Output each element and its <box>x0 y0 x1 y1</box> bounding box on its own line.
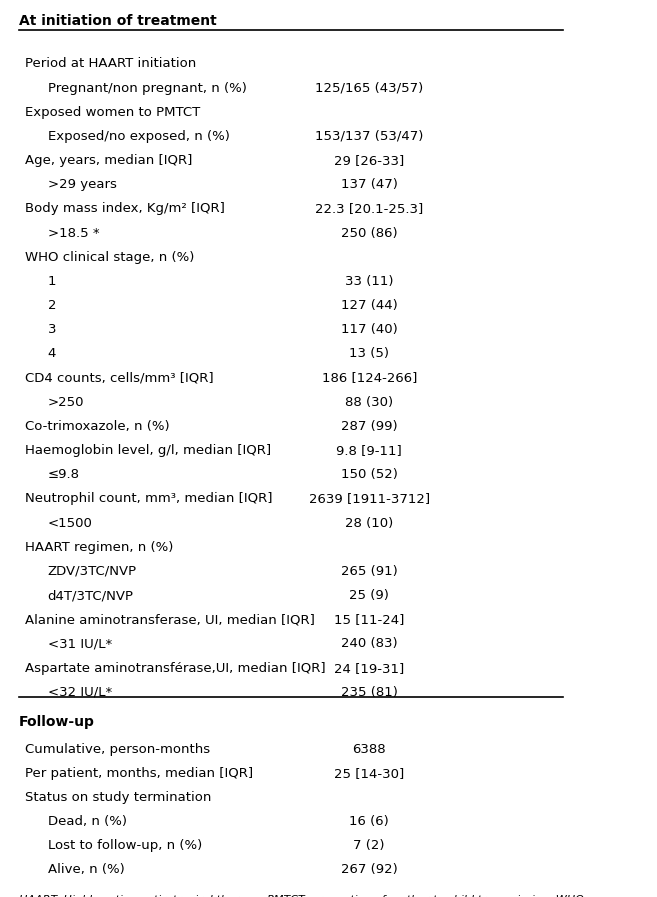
Text: 7 (2): 7 (2) <box>353 840 385 852</box>
Text: Co-trimoxazole, n (%): Co-trimoxazole, n (%) <box>24 420 170 433</box>
Text: CD4 counts, cells/mm³ [IQR]: CD4 counts, cells/mm³ [IQR] <box>24 371 213 385</box>
Text: >18.5 *: >18.5 * <box>48 227 99 239</box>
Text: >29 years: >29 years <box>48 179 116 191</box>
Text: 235 (81): 235 (81) <box>341 685 397 699</box>
Text: Exposed/no exposed, n (%): Exposed/no exposed, n (%) <box>48 130 229 143</box>
Text: Pregnant/non pregnant, n (%): Pregnant/non pregnant, n (%) <box>48 82 246 94</box>
Text: Exposed women to PMTCT: Exposed women to PMTCT <box>24 106 200 118</box>
Text: ZDV/3TC/NVP: ZDV/3TC/NVP <box>48 565 137 578</box>
Text: 265 (91): 265 (91) <box>341 565 397 578</box>
Text: 267 (92): 267 (92) <box>341 863 397 876</box>
Text: Alive, n (%): Alive, n (%) <box>48 863 124 876</box>
Text: ≤9.8: ≤9.8 <box>48 468 79 481</box>
Text: 240 (83): 240 (83) <box>341 638 397 650</box>
Text: 153/137 (53/47): 153/137 (53/47) <box>315 130 423 143</box>
Text: 2639 [1911-3712]: 2639 [1911-3712] <box>309 492 430 505</box>
Text: Aspartate aminotransférase,UI, median [IQR]: Aspartate aminotransférase,UI, median [I… <box>24 662 325 675</box>
Text: 3: 3 <box>48 323 57 336</box>
Text: HAART: Highly active antiretroviral therapy; PMTCT: prevention of mother to chil: HAART: Highly active antiretroviral ther… <box>19 895 587 897</box>
Text: 250 (86): 250 (86) <box>341 227 397 239</box>
Text: 150 (52): 150 (52) <box>341 468 397 481</box>
Text: Period at HAART initiation: Period at HAART initiation <box>24 57 196 70</box>
Text: Alanine aminotransferase, UI, median [IQR]: Alanine aminotransferase, UI, median [IQ… <box>24 614 315 626</box>
Text: <31 IU/L*: <31 IU/L* <box>48 638 112 650</box>
Text: Follow-up: Follow-up <box>19 715 95 728</box>
Text: 22.3 [20.1-25.3]: 22.3 [20.1-25.3] <box>315 203 423 215</box>
Text: 186 [124-266]: 186 [124-266] <box>321 371 417 385</box>
Text: Cumulative, person-months: Cumulative, person-months <box>24 743 210 755</box>
Text: HAART regimen, n (%): HAART regimen, n (%) <box>24 541 173 553</box>
Text: Dead, n (%): Dead, n (%) <box>48 815 127 828</box>
Text: 125/165 (43/57): 125/165 (43/57) <box>315 82 423 94</box>
Text: <1500: <1500 <box>48 517 93 529</box>
Text: Lost to follow-up, n (%): Lost to follow-up, n (%) <box>48 840 202 852</box>
Text: <32 IU/L*: <32 IU/L* <box>48 685 112 699</box>
Text: >250: >250 <box>48 396 84 409</box>
Text: 137 (47): 137 (47) <box>341 179 397 191</box>
Text: 25 [14-30]: 25 [14-30] <box>334 767 404 779</box>
Text: 88 (30): 88 (30) <box>345 396 394 409</box>
Text: 15 [11-24]: 15 [11-24] <box>334 614 405 626</box>
Text: Status on study termination: Status on study termination <box>24 791 211 804</box>
Text: 9.8 [9-11]: 9.8 [9-11] <box>336 444 402 457</box>
Text: 117 (40): 117 (40) <box>341 323 397 336</box>
Text: Haemoglobin level, g/l, median [IQR]: Haemoglobin level, g/l, median [IQR] <box>24 444 271 457</box>
Text: 4: 4 <box>48 347 56 361</box>
Text: 28 (10): 28 (10) <box>345 517 394 529</box>
Text: 1: 1 <box>48 274 57 288</box>
Text: 33 (11): 33 (11) <box>345 274 394 288</box>
Text: d4T/3TC/NVP: d4T/3TC/NVP <box>48 589 134 602</box>
Text: Body mass index, Kg/m² [IQR]: Body mass index, Kg/m² [IQR] <box>24 203 225 215</box>
Text: 287 (99): 287 (99) <box>341 420 397 433</box>
Text: 127 (44): 127 (44) <box>341 299 397 312</box>
Text: 2: 2 <box>48 299 57 312</box>
Text: 13 (5): 13 (5) <box>350 347 389 361</box>
Text: At initiation of treatment: At initiation of treatment <box>19 13 217 28</box>
Text: WHO clinical stage, n (%): WHO clinical stage, n (%) <box>24 250 194 264</box>
Text: Neutrophil count, mm³, median [IQR]: Neutrophil count, mm³, median [IQR] <box>24 492 272 505</box>
Text: 16 (6): 16 (6) <box>350 815 389 828</box>
Text: Age, years, median [IQR]: Age, years, median [IQR] <box>24 154 192 167</box>
Text: 29 [26-33]: 29 [26-33] <box>334 154 404 167</box>
Text: 24 [19-31]: 24 [19-31] <box>334 662 404 675</box>
Text: Per patient, months, median [IQR]: Per patient, months, median [IQR] <box>24 767 253 779</box>
Text: 6388: 6388 <box>352 743 386 755</box>
Text: 25 (9): 25 (9) <box>350 589 389 602</box>
